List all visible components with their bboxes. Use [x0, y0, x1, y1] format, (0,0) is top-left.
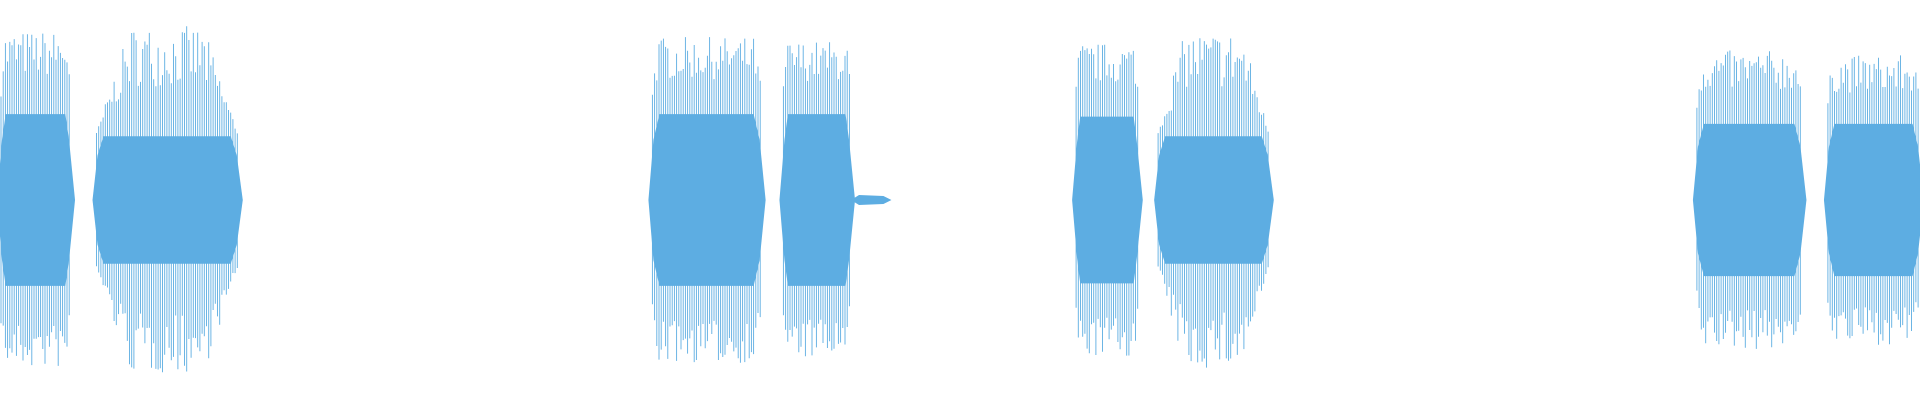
- burst: [1072, 44, 1143, 356]
- burst: [92, 26, 243, 373]
- waveform-core: [779, 114, 856, 286]
- burst: [648, 37, 766, 363]
- waveform-core: [1692, 123, 1807, 277]
- waveform-bursts: [0, 26, 1920, 373]
- waveform-tail: [851, 195, 892, 205]
- waveform-core: [1072, 116, 1143, 284]
- waveform-core: [92, 136, 243, 264]
- burst: [0, 33, 76, 366]
- burst: [779, 42, 856, 357]
- waveform-core: [0, 114, 76, 286]
- burst: [1692, 50, 1807, 349]
- waveform-core: [1154, 136, 1274, 264]
- waveform-core: [1823, 123, 1920, 277]
- waveform-core: [648, 114, 766, 286]
- burst: [1823, 55, 1920, 345]
- burst: [1154, 38, 1274, 368]
